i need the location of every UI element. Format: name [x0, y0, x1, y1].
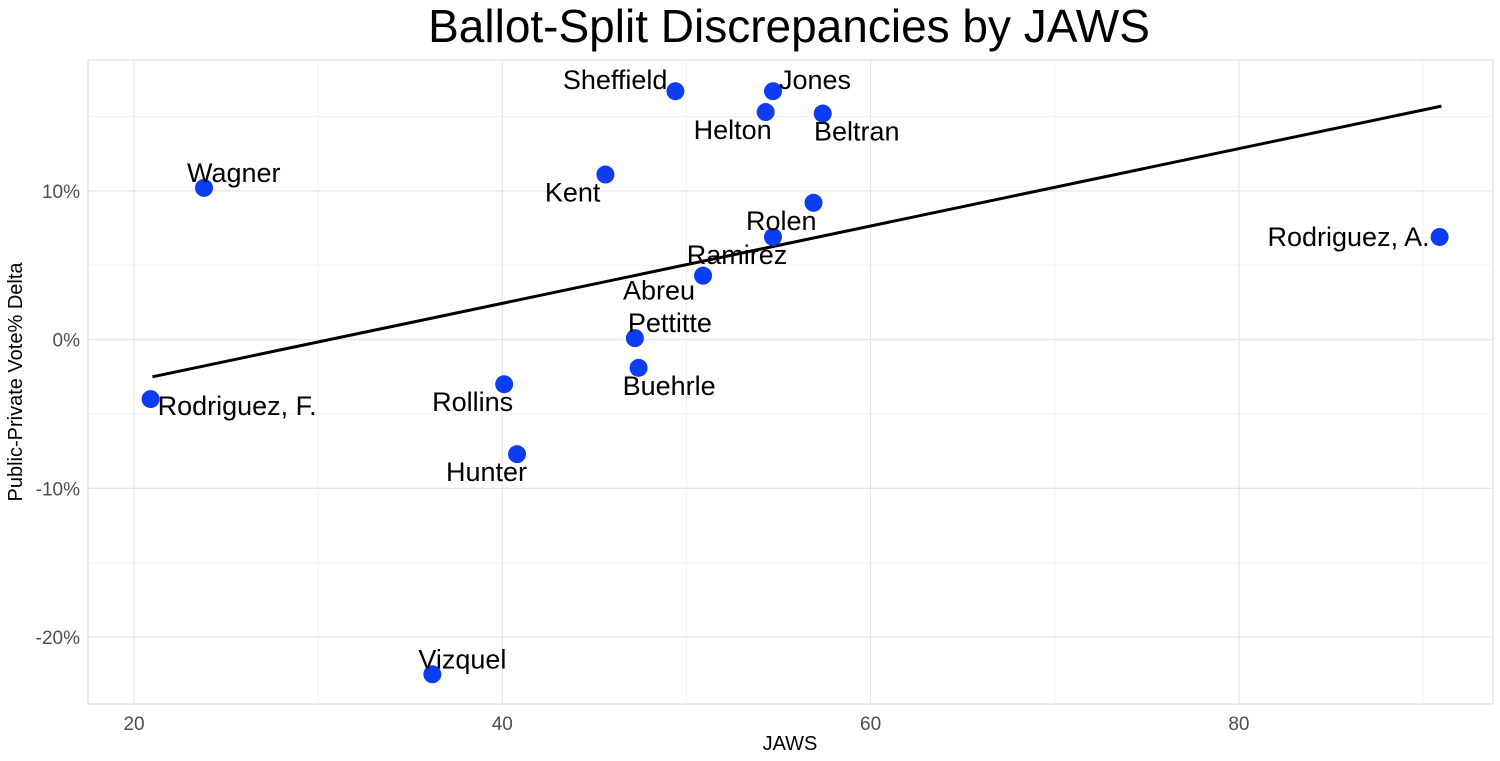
- point-label: Rollins: [432, 387, 513, 417]
- point-label: Rodriguez, A.: [1268, 222, 1430, 252]
- data-points: [141, 82, 1449, 684]
- data-point: [764, 227, 783, 246]
- y-tick-label: -20%: [36, 628, 80, 649]
- data-point: [694, 266, 713, 285]
- data-point: [629, 358, 648, 377]
- point-label: Beltran: [814, 117, 900, 147]
- point-label: Wagner: [187, 158, 281, 188]
- point-label: Helton: [694, 115, 772, 145]
- point-label: Buehrle: [623, 371, 716, 401]
- data-point: [813, 104, 832, 123]
- point-label: Rolen: [746, 206, 817, 236]
- point-label: Hunter: [446, 457, 527, 487]
- y-tick-label: 10%: [42, 182, 80, 203]
- trend-line: [152, 104, 1442, 379]
- x-tick-label: 80: [1228, 714, 1249, 735]
- x-tick-label: 20: [123, 714, 144, 735]
- y-tick-label: 0%: [53, 331, 81, 352]
- point-label: Vizquel: [418, 644, 506, 674]
- chart-title: Ballot-Split Discrepancies by JAWS: [428, 0, 1150, 52]
- data-point: [141, 390, 160, 409]
- data-point: [596, 165, 615, 184]
- data-point: [508, 445, 527, 464]
- data-point: [1430, 227, 1449, 246]
- y-axis-title: Public-Private Vote% Delta: [5, 262, 27, 502]
- plot-panel: [87, 59, 1494, 705]
- data-point: [625, 329, 644, 348]
- x-tick-label: 40: [492, 714, 513, 735]
- x-axis-title: JAWS: [763, 733, 818, 755]
- data-point: [764, 82, 783, 101]
- point-label: Pettitte: [628, 308, 712, 338]
- data-point: [495, 375, 514, 394]
- point-label: Kent: [545, 178, 601, 208]
- grid-lines: [88, 60, 1493, 704]
- data-point: [666, 82, 685, 101]
- point-label: Abreu: [623, 276, 695, 306]
- point-label: Rodriguez, F.: [158, 391, 317, 421]
- x-axis-ticks: 20 40 60 80: [123, 714, 1249, 735]
- data-point: [195, 178, 214, 197]
- point-label: Jones: [779, 65, 851, 95]
- y-axis-ticks: -20% -10% 0% 10%: [36, 182, 80, 649]
- x-tick-label: 60: [860, 714, 881, 735]
- point-label: Sheffield: [563, 65, 668, 95]
- data-point: [756, 103, 775, 122]
- data-point: [804, 193, 823, 212]
- y-tick-label: -10%: [36, 479, 80, 500]
- data-point: [423, 665, 442, 684]
- point-label: Ramirez: [687, 240, 788, 270]
